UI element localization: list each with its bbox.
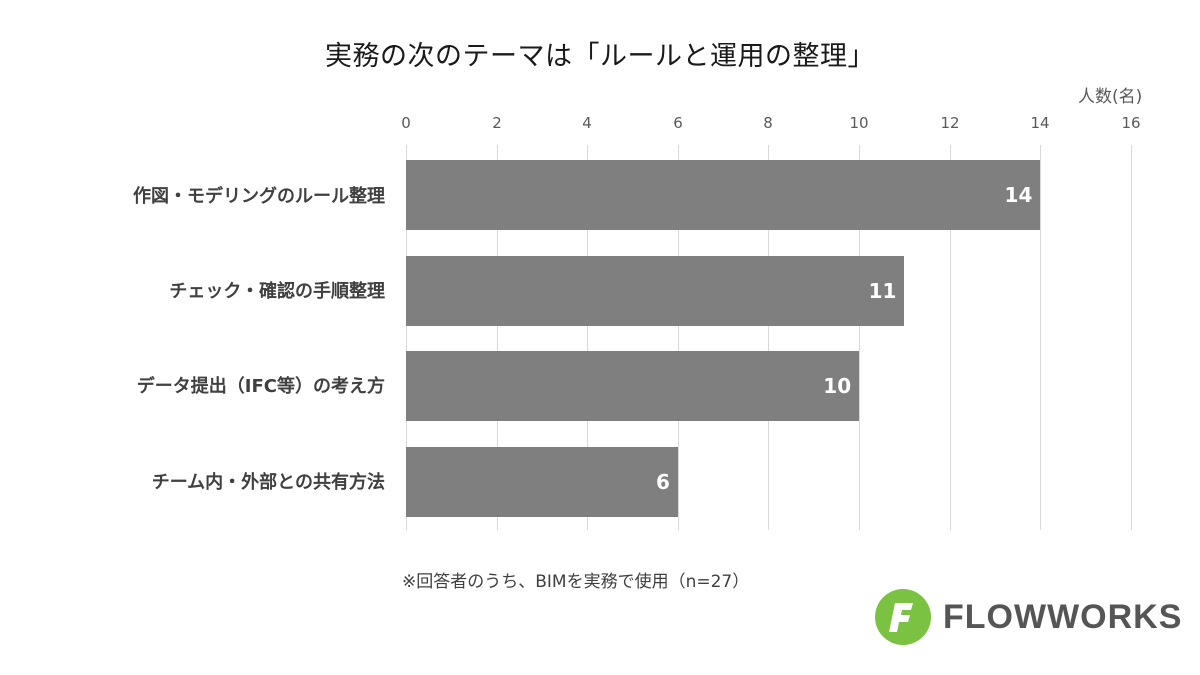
axis-unit-label: 人数(名): [1078, 87, 1143, 107]
x-tick: 12: [940, 114, 960, 132]
gridline: [859, 145, 860, 530]
gridline: [587, 145, 588, 530]
logo-wordmark: FLOWWORKS: [943, 597, 1183, 636]
bar-value-label: 11: [868, 279, 897, 303]
footnote: ※回答者のうち、BIMを実務で使用（n=27）: [402, 572, 750, 592]
x-tick: 6: [673, 114, 683, 132]
bar-value-label: 10: [823, 374, 852, 398]
category-label: データ提出（IFC等）の考え方: [136, 376, 385, 397]
category-label: 作図・モデリングのルール整理: [133, 186, 385, 207]
x-tick: 8: [763, 114, 773, 132]
gridline: [768, 145, 769, 530]
gridline: [497, 145, 498, 530]
x-tick: 4: [582, 114, 592, 132]
x-tick: 14: [1030, 114, 1050, 132]
bar-value-label: 6: [655, 470, 670, 494]
gridline: [406, 145, 407, 530]
gridline: [678, 145, 679, 530]
brand-logo: FLOWWORKS: [875, 589, 1182, 645]
chart-title: 実務の次のテーマは「ルールと運用の整理」: [325, 41, 875, 72]
gridline: [950, 145, 951, 530]
bar: 14: [406, 160, 1041, 230]
bar: 6: [406, 447, 678, 517]
bar: 10: [406, 351, 860, 421]
category-label: チェック・確認の手順整理: [169, 281, 385, 302]
logo-f-icon: [875, 589, 931, 645]
category-label: チーム内・外部との共有方法: [151, 472, 385, 493]
x-tick: 0: [401, 114, 411, 132]
x-tick: 16: [1121, 114, 1141, 132]
x-tick: 10: [849, 114, 869, 132]
bar: 11: [406, 256, 905, 326]
gridline: [1131, 145, 1132, 530]
gridline: [1040, 145, 1041, 530]
bar-value-label: 14: [1004, 183, 1033, 207]
x-tick: 2: [492, 114, 502, 132]
